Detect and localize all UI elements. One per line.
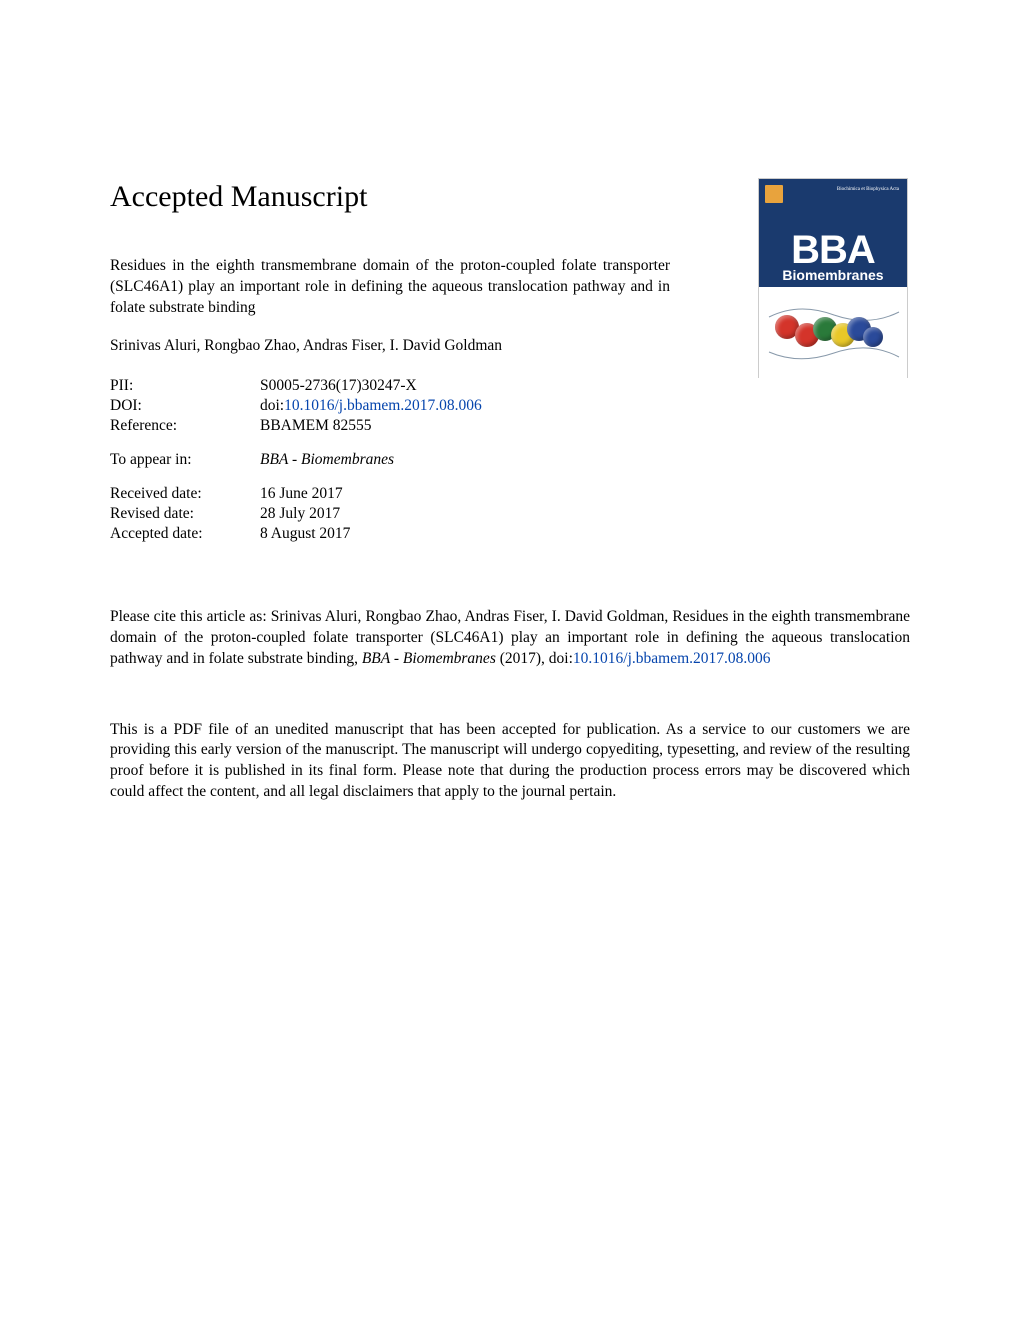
doi-prefix: doi: [260,397,284,414]
meta-value: 8 August 2017 [260,525,482,545]
article-title: Residues in the eighth transmembrane dom… [110,256,670,319]
citation-block: Please cite this article as: Srinivas Al… [110,607,910,670]
publisher-logo-icon [765,185,783,203]
meta-row-appear: To appear in: BBA - Biomembranes [110,437,482,471]
citation-doi-link[interactable]: 10.1016/j.bbamem.2017.08.006 [573,650,771,667]
cover-bba-text: BBA [759,233,907,267]
meta-value: 28 July 2017 [260,505,482,525]
cover-header: Biochimica et Biophysica Acta BBA Biomem… [759,179,907,287]
meta-label: Reference: [110,417,260,437]
metadata-table: PII: S0005-2736(17)30247-X DOI: doi:10.1… [110,377,482,545]
meta-row-doi: DOI: doi:10.1016/j.bbamem.2017.08.006 [110,397,482,417]
molecule-icon [863,327,883,347]
meta-value: 16 June 2017 [260,471,482,505]
meta-value: S0005-2736(17)30247-X [260,377,482,397]
cover-illustration [759,287,907,378]
meta-row-revised: Revised date: 28 July 2017 [110,505,482,525]
meta-value: doi:10.1016/j.bbamem.2017.08.006 [260,397,482,417]
accepted-manuscript-page: Biochimica et Biophysica Acta BBA Biomem… [0,0,1020,863]
meta-label: PII: [110,377,260,397]
meta-row-received: Received date: 16 June 2017 [110,471,482,505]
meta-row-reference: Reference: BBAMEM 82555 [110,417,482,437]
meta-label: To appear in: [110,437,260,471]
meta-row-pii: PII: S0005-2736(17)30247-X [110,377,482,397]
cover-subtitle: Biomembranes [759,267,907,283]
meta-label: Accepted date: [110,525,260,545]
citation-journal: BBA - Biomembranes [362,650,496,667]
meta-value: BBA - Biomembranes [260,437,482,471]
meta-label: DOI: [110,397,260,417]
doi-link[interactable]: 10.1016/j.bbamem.2017.08.006 [284,397,482,414]
citation-year: (2017), doi: [496,650,573,667]
cover-journal-fullname: Biochimica et Biophysica Acta [837,187,899,193]
meta-label: Received date: [110,471,260,505]
meta-value: BBAMEM 82555 [260,417,482,437]
meta-row-accepted: Accepted date: 8 August 2017 [110,525,482,545]
meta-label: Revised date: [110,505,260,525]
disclaimer-block: This is a PDF file of an unedited manusc… [110,720,910,804]
journal-cover-thumbnail: Biochimica et Biophysica Acta BBA Biomem… [758,178,908,378]
